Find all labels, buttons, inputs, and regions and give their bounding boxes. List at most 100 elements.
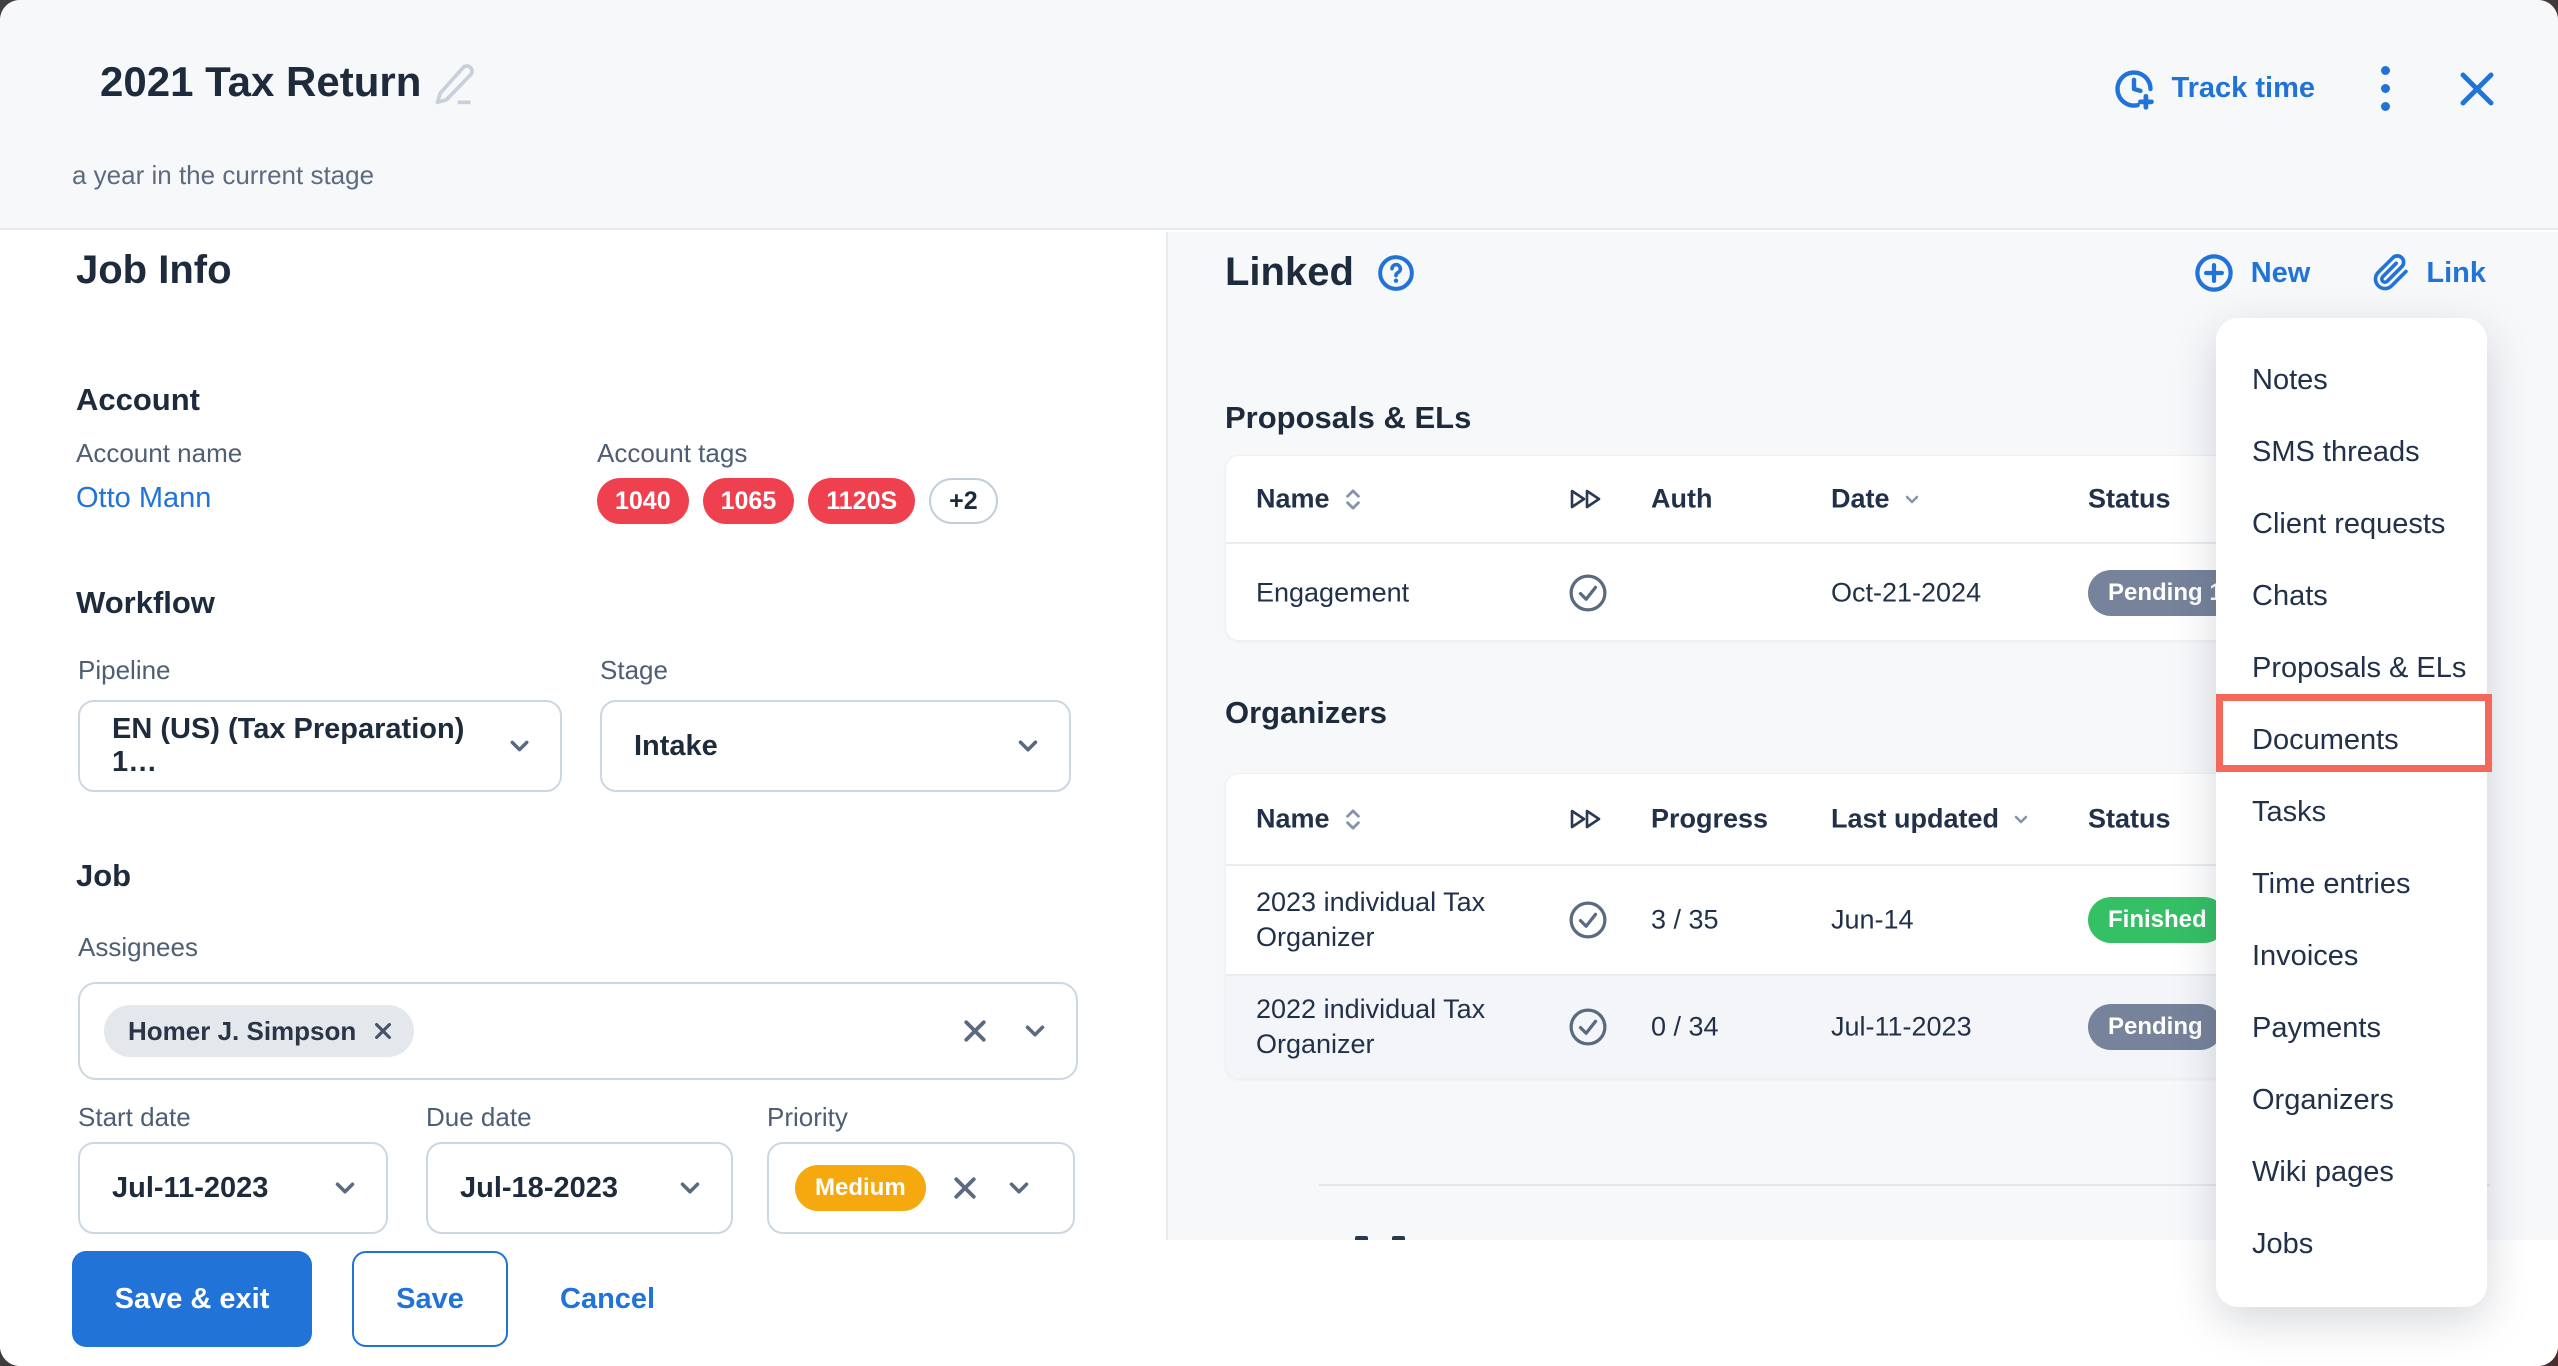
priority-label: Priority — [767, 1102, 848, 1132]
priority-select[interactable]: Medium — [767, 1142, 1075, 1234]
chevron-down-icon — [510, 740, 529, 752]
menu-item-notes[interactable]: Notes — [2252, 363, 2328, 396]
column-auth: Auth — [1651, 483, 1713, 514]
track-time-label: Track time — [2171, 72, 2315, 104]
sort-icon — [1345, 488, 1360, 510]
menu-item-client-requests[interactable]: Client requests — [2252, 507, 2446, 540]
edit-title-button[interactable] — [432, 62, 476, 106]
cancel-button[interactable]: Cancel — [560, 1282, 656, 1315]
menu-item-sms-threads[interactable]: SMS threads — [2252, 435, 2420, 468]
caret-down-icon — [1905, 495, 1918, 503]
chevron-down-icon — [680, 1182, 700, 1194]
new-label: New — [2250, 256, 2311, 289]
link-button[interactable]: Link — [2372, 254, 2486, 292]
proposals-header-row: Name Auth Date Status — [1226, 456, 2479, 544]
job-subtitle: a year in the current stage — [72, 160, 375, 190]
menu-item-chats[interactable]: Chats — [2252, 579, 2328, 612]
proposal-link[interactable]: Engagement — [1256, 577, 1410, 607]
auth-check — [1568, 1007, 1608, 1047]
section-divider — [1319, 1184, 2490, 1186]
track-time-button[interactable]: Track time — [2112, 67, 2315, 111]
proposal-date: Oct-21-2024 — [1831, 577, 1982, 607]
priority-badge: Medium — [795, 1165, 926, 1211]
menu-item-invoices[interactable]: Invoices — [2252, 940, 2359, 973]
organizer-status-badge: Finished — [2088, 897, 2227, 943]
account-tags: 1040 1065 1120S +2 — [597, 478, 998, 524]
menu-item-organizers[interactable]: Organizers — [2252, 1084, 2394, 1117]
assignees-select[interactable]: Homer J. Simpson — [78, 982, 1078, 1080]
due-date-label: Due date — [426, 1102, 532, 1132]
clear-icon[interactable] — [950, 1173, 980, 1203]
menu-item-time-entries[interactable]: Time entries — [2252, 867, 2411, 900]
more-tags-badge[interactable]: +2 — [929, 478, 998, 524]
account-tags-label: Account tags — [597, 438, 748, 468]
account-tag: 1120S — [808, 478, 916, 524]
start-date-select[interactable]: Jul-11-2023 — [78, 1142, 388, 1234]
pipeline-label: Pipeline — [78, 655, 171, 685]
menu-item-jobs[interactable]: Jobs — [2252, 1228, 2314, 1261]
organizer-status-badge: Pending — [2088, 1004, 2223, 1050]
menu-item-documents[interactable]: Documents — [2252, 723, 2399, 756]
menu-item-tasks[interactable]: Tasks — [2252, 795, 2327, 828]
more-actions-button[interactable] — [2371, 60, 2400, 117]
plus-circle-icon — [2195, 254, 2233, 292]
column-date[interactable]: Date — [1831, 484, 1922, 515]
account-name-label: Account name — [76, 438, 243, 468]
organizer-link[interactable]: 2023 individual Tax Organizer — [1256, 886, 1486, 952]
assignees-label: Assignees — [78, 932, 198, 962]
start-date-label: Start date — [78, 1102, 191, 1132]
assignee-name: Homer J. Simpson — [128, 1015, 357, 1046]
caret-down-icon — [2014, 815, 2028, 823]
account-name-link[interactable]: Otto Mann — [76, 482, 212, 514]
column-status: Status — [2088, 483, 2171, 514]
close-button[interactable] — [2456, 68, 2498, 110]
organizer-row[interactable]: 2023 individual Tax Organizer 3 / 35 Jun… — [1226, 866, 2479, 976]
job-title: 2021 Tax Return — [100, 58, 422, 105]
job-info-title: Job Info — [76, 248, 232, 292]
organizer-updated: Jul-11-2023 — [1831, 1011, 1972, 1042]
job-heading: Job — [76, 858, 132, 893]
menu-item-payments[interactable]: Payments — [2252, 1012, 2381, 1045]
paperclip-icon — [2374, 254, 2409, 291]
field-controls — [960, 1016, 1050, 1046]
linked-actions: New Link — [2193, 252, 2486, 294]
organizers-heading: Organizers — [1225, 695, 1387, 730]
stage-value: Intake — [634, 729, 718, 762]
assignee-chip: Homer J. Simpson — [104, 1005, 415, 1057]
column-last-updated[interactable]: Last updated — [1831, 804, 2031, 835]
pipeline-value: EN (US) (Tax Preparation) 1… — [112, 713, 465, 778]
chevron-down-icon[interactable] — [1020, 1016, 1050, 1046]
organizer-progress: 0 / 34 — [1651, 1011, 1719, 1042]
menu-item-wiki-pages[interactable]: Wiki pages — [2252, 1156, 2394, 1189]
link-label: Link — [2426, 256, 2486, 289]
save-exit-button[interactable]: Save & exit — [72, 1251, 312, 1347]
check-circle-icon — [1569, 1008, 1607, 1046]
remove-assignee-icon[interactable] — [372, 1020, 394, 1042]
pipeline-select[interactable]: EN (US) (Tax Preparation) 1… — [78, 700, 562, 792]
new-button[interactable]: New — [2193, 252, 2311, 294]
save-button[interactable]: Save — [352, 1251, 508, 1347]
sort-icon — [1345, 808, 1360, 830]
account-tag: 1040 — [597, 478, 689, 524]
due-date-value: Jul-18-2023 — [460, 1171, 618, 1204]
auth-check — [1568, 573, 1608, 613]
close-icon — [2460, 72, 2494, 105]
fast-forward-column — [1568, 485, 1604, 513]
clipped-section-heading — [1355, 1236, 1405, 1242]
stage-select[interactable]: Intake — [600, 700, 1071, 792]
fast-forward-icon — [1570, 489, 1601, 509]
due-date-select[interactable]: Jul-18-2023 — [426, 1142, 733, 1234]
stage-label: Stage — [600, 655, 668, 685]
fast-forward-icon — [1570, 809, 1601, 829]
organizer-link[interactable]: 2022 individual Tax Organizer — [1256, 993, 1486, 1059]
help-icon[interactable] — [1376, 253, 1416, 293]
organizer-updated: Jun-14 — [1831, 904, 1914, 935]
menu-item-proposals-els[interactable]: Proposals & ELs — [2252, 651, 2467, 684]
column-name[interactable]: Name — [1256, 804, 1364, 835]
column-name[interactable]: Name — [1256, 484, 1364, 515]
clear-icon[interactable] — [960, 1016, 990, 1046]
new-item-menu: Notes SMS threads Client requests Chats … — [2216, 318, 2487, 1307]
form-actions: Save & exit Save Cancel — [72, 1251, 667, 1347]
start-date-value: Jul-11-2023 — [112, 1171, 269, 1204]
